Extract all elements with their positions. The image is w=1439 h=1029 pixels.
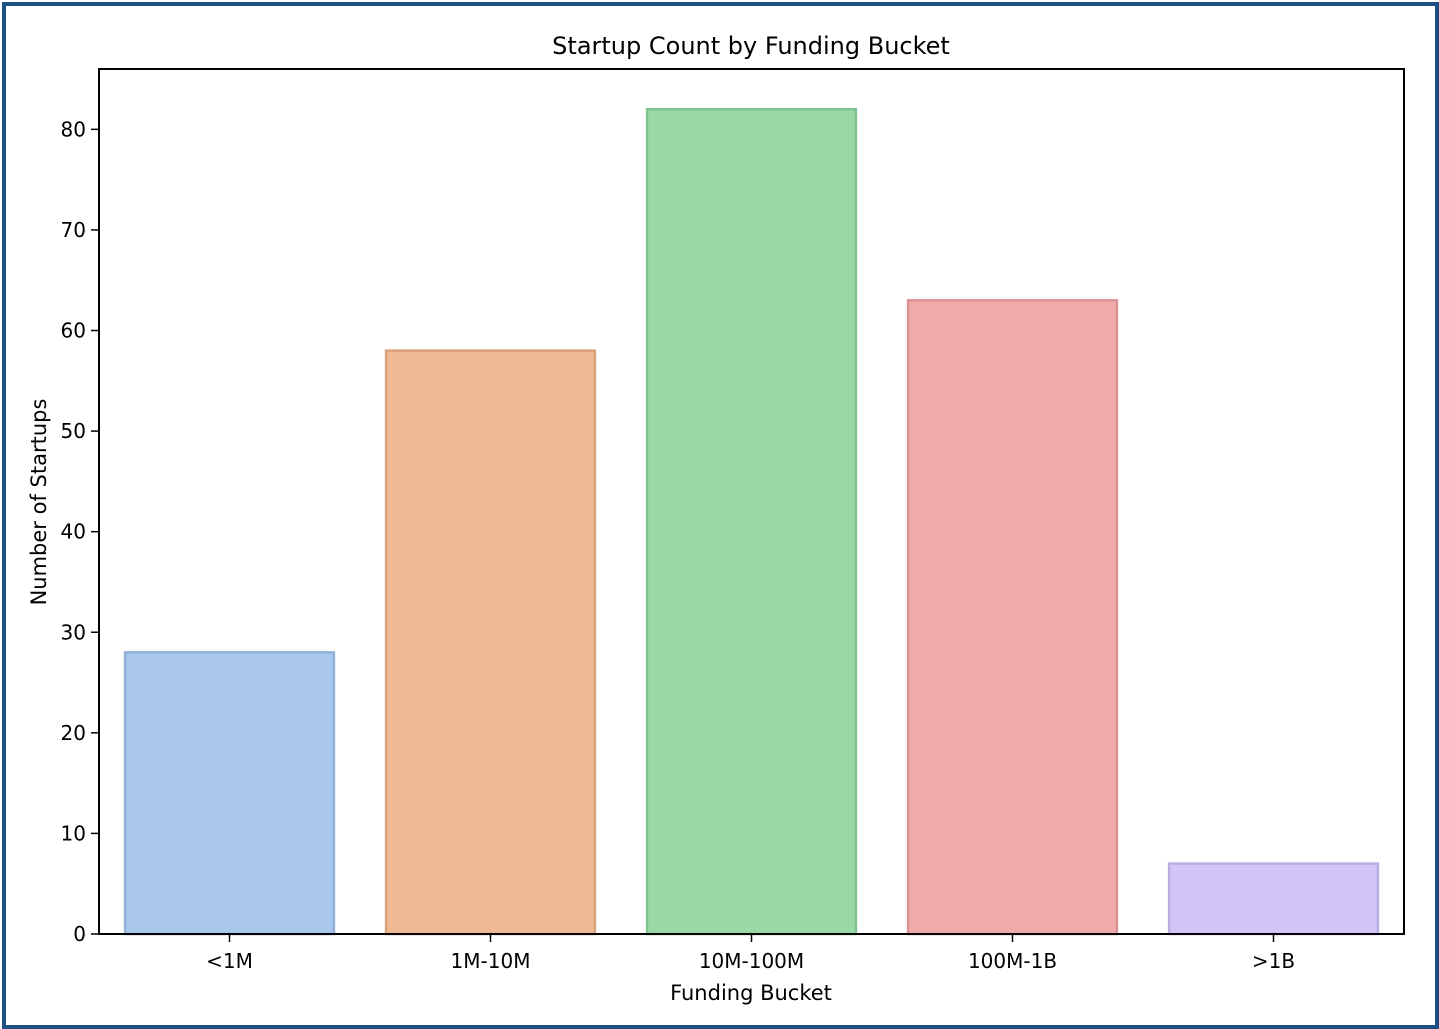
x-tick-label: <1M xyxy=(206,949,253,973)
y-tick-label: 30 xyxy=(61,620,86,644)
y-tick-label: 0 xyxy=(73,922,86,946)
y-axis-ticks: 0 10 20 30 40 50 60 70 80 xyxy=(61,117,98,946)
y-tick-label: 80 xyxy=(61,117,86,141)
y-axis-label: Number of Startups xyxy=(27,399,51,606)
bar-3 xyxy=(906,299,1119,936)
x-tick-label: 100M-1B xyxy=(968,949,1057,973)
x-tick-label: >1B xyxy=(1252,949,1295,973)
bar-4 xyxy=(1167,862,1380,936)
y-tick-label: 10 xyxy=(61,821,86,845)
bar-2 xyxy=(645,107,858,936)
x-tick-label: 10M-100M xyxy=(699,949,804,973)
plot-area-border xyxy=(98,68,1405,935)
bar-1 xyxy=(384,349,597,936)
x-axis-ticks: <1M 1M-10M 10M-100M 100M-1B >1B xyxy=(206,935,1295,973)
y-tick-label: 60 xyxy=(61,319,86,343)
y-tick-label: 50 xyxy=(61,419,86,443)
y-tick-label: 20 xyxy=(61,721,86,745)
bars-group xyxy=(123,107,1380,936)
y-tick-label: 70 xyxy=(61,218,86,242)
chart-title: Startup Count by Funding Bucket xyxy=(552,32,950,60)
bar-0 xyxy=(123,651,336,936)
x-axis-label: Funding Bucket xyxy=(670,981,832,1005)
x-tick-label: 1M-10M xyxy=(451,949,531,973)
y-tick-label: 40 xyxy=(61,520,86,544)
